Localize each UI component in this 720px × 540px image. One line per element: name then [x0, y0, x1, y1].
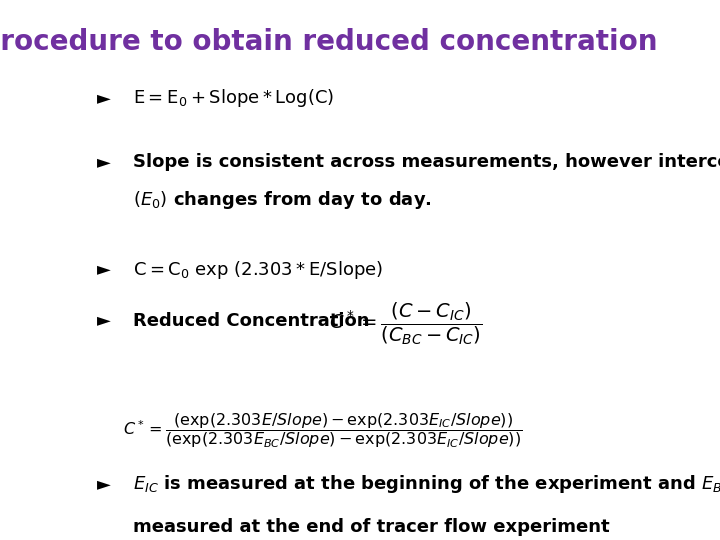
Text: ►: ► [97, 475, 111, 493]
Text: $C^* = \dfrac{(\exp(2.303E/Slope) - \exp(2.303E_{IC}/Slope))}{(\exp(2.303E_{BC}/: $C^* = \dfrac{(\exp(2.303E/Slope) - \exp… [123, 411, 522, 450]
Text: ►: ► [97, 89, 111, 107]
Text: measured at the end of tracer flow experiment: measured at the end of tracer flow exper… [133, 518, 610, 536]
Text: ►: ► [97, 312, 111, 329]
Text: $\mathregular{C = C_0\ exp\ (2.303*E/Slope)}$: $\mathregular{C = C_0\ exp\ (2.303*E/Slo… [133, 259, 384, 281]
Text: ►: ► [97, 261, 111, 279]
Text: Slope is consistent across measurements, however intercept: Slope is consistent across measurements,… [133, 153, 720, 171]
Text: $(E_0)$ changes from day to day.: $(E_0)$ changes from day to day. [133, 189, 432, 211]
Text: Procedure to obtain reduced concentration: Procedure to obtain reduced concentratio… [0, 28, 657, 56]
Text: $\mathregular{E = E_0 + Slope*Log(C)}$: $\mathregular{E = E_0 + Slope*Log(C)}$ [133, 87, 334, 109]
Text: Reduced Concentration: Reduced Concentration [133, 312, 370, 329]
Text: $E_{IC}$ is measured at the beginning of the experiment and $E_{BC}$ is: $E_{IC}$ is measured at the beginning of… [133, 473, 720, 495]
Text: $C^* = \dfrac{(C - C_{IC})}{(C_{BC} - C_{IC})}$: $C^* = \dfrac{(C - C_{IC})}{(C_{BC} - C_… [329, 300, 482, 347]
Text: ►: ► [97, 153, 111, 171]
